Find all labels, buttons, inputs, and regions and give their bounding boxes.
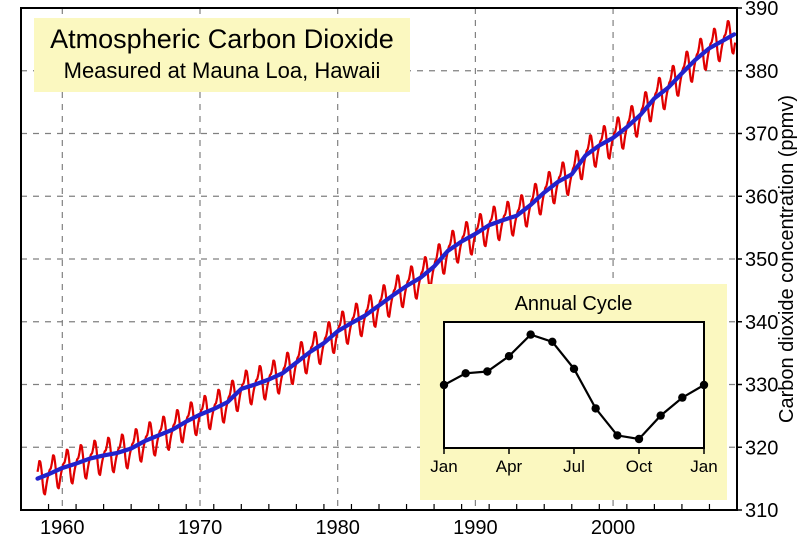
y-tick-label: 310	[745, 500, 778, 522]
x-tick-label: 1980	[315, 517, 360, 539]
inset-annual-cycle: Annual Cycle Jan Apr Jul Oct Jan	[420, 284, 727, 500]
inset-x-tick-label: Jul	[563, 457, 585, 476]
y-tick-label: 380	[745, 61, 778, 83]
y-tick-label: 320	[745, 437, 778, 459]
y-axis-title: Carbon dioxide concentration (ppmv)	[776, 95, 798, 423]
y-tick-label: 340	[745, 312, 778, 334]
chart-svg: Atmospheric Carbon Dioxide Measured at M…	[0, 0, 800, 549]
inset-marker	[526, 330, 534, 338]
y-tick-label: 390	[745, 0, 778, 20]
keeling-curve-chart: Atmospheric Carbon Dioxide Measured at M…	[0, 0, 800, 549]
y-tick-label: 360	[745, 186, 778, 208]
y-tick-label: 370	[745, 124, 778, 146]
inset-marker	[548, 338, 556, 346]
inset-x-tick-label: Oct	[626, 457, 653, 476]
title-box: Atmospheric Carbon Dioxide Measured at M…	[34, 18, 410, 92]
inset-x-tick-label: Jan	[690, 457, 717, 476]
inset-title: Annual Cycle	[515, 293, 633, 315]
inset-marker	[656, 411, 664, 419]
chart-title: Atmospheric Carbon Dioxide	[50, 24, 394, 54]
inset-marker	[483, 367, 491, 375]
y-tick-label: 330	[745, 375, 778, 397]
y-tick-label: 350	[745, 249, 778, 271]
inset-marker	[613, 431, 621, 439]
inset-marker	[505, 352, 513, 360]
inset-marker	[591, 404, 599, 412]
x-tick-label: 1960	[40, 517, 85, 539]
inset-x-tick-label: Apr	[496, 457, 523, 476]
x-tick-label: 1990	[453, 517, 498, 539]
inset-marker	[678, 393, 686, 401]
inset-marker	[461, 369, 469, 377]
x-tick-label: 2000	[591, 517, 636, 539]
inset-marker	[570, 365, 578, 373]
inset-plot-bg	[444, 322, 704, 448]
x-tick-label: 1970	[178, 517, 223, 539]
chart-subtitle: Measured at Mauna Loa, Hawaii	[64, 58, 381, 83]
inset-x-tick-label: Jan	[430, 457, 457, 476]
inset-marker	[635, 435, 643, 443]
